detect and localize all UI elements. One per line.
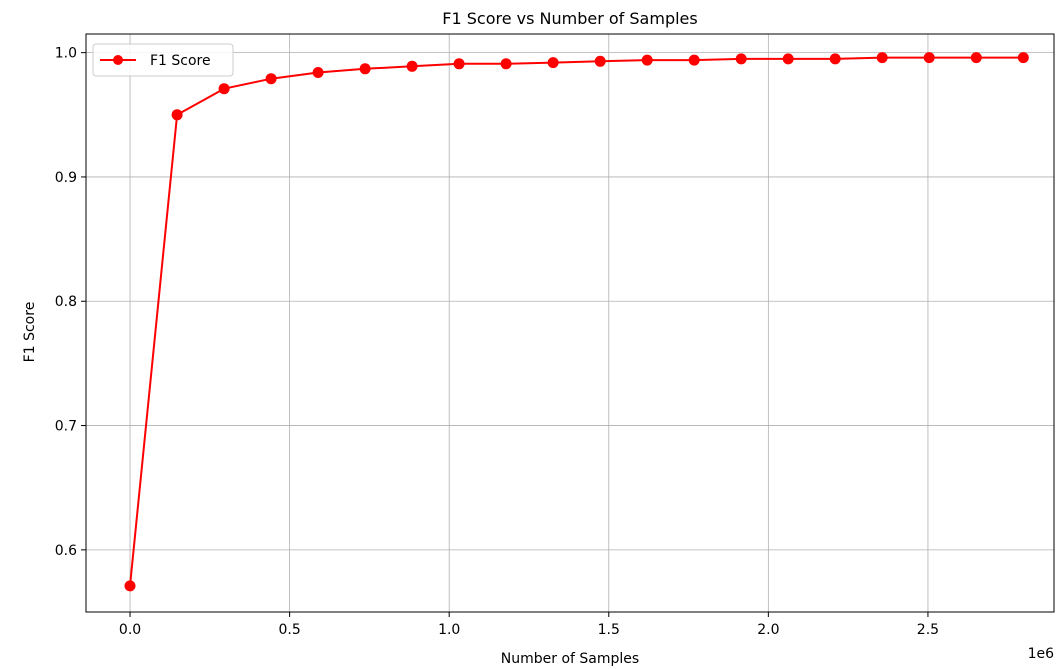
x-tick-label: 0.0 xyxy=(119,622,141,638)
chart-title: F1 Score vs Number of Samples xyxy=(442,9,697,28)
legend-box xyxy=(92,43,234,77)
y-tick-label: 0.7 xyxy=(55,419,77,435)
data-point xyxy=(312,67,324,78)
series-line xyxy=(129,56,1024,586)
y-tick-label: 0.9 xyxy=(55,170,77,186)
x-tick-label: 0.5 xyxy=(278,622,300,638)
data-point xyxy=(923,52,935,64)
y-tick-label: 0.6 xyxy=(55,543,77,559)
x-tick-label: 1.0 xyxy=(438,622,460,638)
grid xyxy=(86,34,1054,612)
data-point xyxy=(171,109,183,121)
plot-frame xyxy=(85,33,1055,613)
data-point xyxy=(735,53,747,65)
legend: F1 Score xyxy=(92,43,234,77)
data-point xyxy=(594,55,606,67)
data-point xyxy=(970,52,982,64)
data-point xyxy=(265,73,277,85)
data-point xyxy=(453,58,465,70)
x-axis-offset-text: 1e6 xyxy=(1028,646,1055,662)
series-layer xyxy=(124,52,1029,592)
data-point xyxy=(641,54,653,66)
x-tick-label: 2.0 xyxy=(757,622,779,638)
data-point xyxy=(1017,52,1029,64)
y-tick-label: 1.0 xyxy=(55,46,77,62)
data-point xyxy=(829,53,841,65)
data-point xyxy=(500,58,512,70)
x-tick-label: 2.5 xyxy=(917,622,939,638)
data-point xyxy=(782,53,794,65)
data-point xyxy=(547,57,559,69)
data-point xyxy=(218,83,230,95)
data-point xyxy=(406,60,418,72)
x-tick-label: 1.5 xyxy=(598,622,620,638)
y-tick-label: 0.8 xyxy=(55,294,77,310)
legend-label: F1 Score xyxy=(150,53,211,69)
data-point xyxy=(124,580,136,592)
x-axis: 0.0 0.5 1.0 1.5 2.0 2.5 xyxy=(119,612,939,638)
x-axis-label: Number of Samples xyxy=(501,651,639,667)
data-point xyxy=(688,54,700,66)
data-point xyxy=(876,52,888,64)
data-point xyxy=(359,63,371,75)
legend-marker xyxy=(113,55,123,65)
y-axis: 0.6 0.7 0.8 0.9 1.0 xyxy=(55,46,86,559)
y-axis-label: F1 Score xyxy=(22,302,38,363)
